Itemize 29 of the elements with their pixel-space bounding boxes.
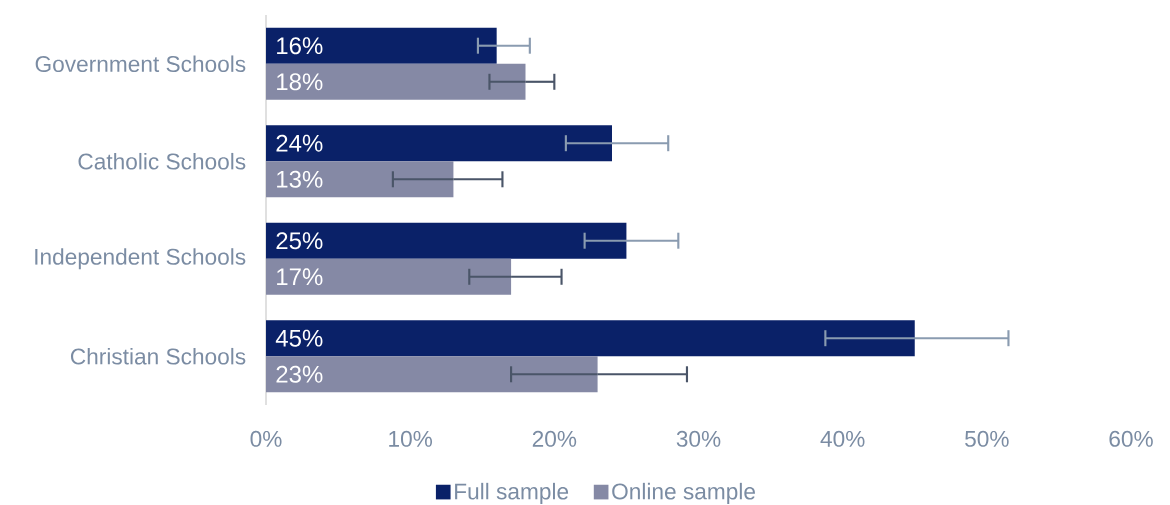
legend-label: Online sample — [612, 482, 755, 504]
x-tick-label: 20% — [532, 430, 577, 447]
y-tick-label: Christian Schools — [70, 347, 246, 365]
bar — [266, 27, 497, 64]
x-tick-label: 0% — [250, 430, 282, 447]
bar — [266, 125, 612, 162]
bar — [266, 63, 526, 100]
bar — [266, 320, 915, 357]
x-tick-label: 50% — [965, 430, 1009, 447]
legend-label: Full sample — [455, 482, 569, 504]
data-label: 16% — [277, 37, 323, 55]
y-tick-label: Catholic Schools — [78, 152, 246, 170]
data-label: 24% — [276, 134, 323, 152]
x-tick-label: 60% — [1109, 430, 1153, 447]
data-label: 25% — [276, 232, 323, 250]
bar — [266, 222, 627, 259]
x-tick-label: 30% — [676, 430, 721, 447]
bar — [266, 161, 454, 198]
data-label: 18% — [277, 73, 323, 91]
data-label: 45% — [275, 329, 323, 347]
bar — [266, 356, 598, 393]
bar — [266, 258, 512, 295]
y-tick-label: Government Schools — [35, 55, 246, 73]
x-tick-label: 40% — [820, 430, 865, 447]
x-tick-label: 10% — [389, 430, 433, 447]
y-tick-label: Independent Schools — [35, 248, 246, 270]
data-label: 13% — [277, 170, 323, 188]
data-label: 17% — [277, 268, 323, 286]
data-label: 23% — [276, 365, 323, 383]
